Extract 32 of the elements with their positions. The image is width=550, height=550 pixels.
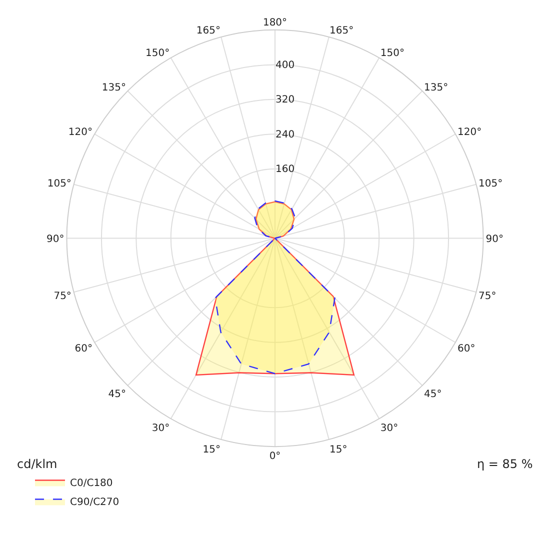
spoke-label: 45° <box>108 388 126 400</box>
spoke-label: 120° <box>68 126 92 138</box>
spoke-label: 90° <box>486 234 504 245</box>
spoke-label: 75° <box>478 290 496 302</box>
spoke-label: 165° <box>330 26 354 37</box>
spoke-label: 135° <box>424 82 448 94</box>
spoke-label: 60° <box>458 344 476 355</box>
spoke-label: 150° <box>146 48 170 59</box>
spoke-label: 90° <box>46 234 64 245</box>
spoke-label: 15° <box>202 444 220 456</box>
spoke-label: 30° <box>152 423 170 434</box>
spoke-label: 60° <box>74 344 92 355</box>
spoke-label: 45° <box>424 388 442 400</box>
spoke-label: 30° <box>380 423 398 434</box>
legend-label: C90/C270 <box>70 497 120 508</box>
spoke-label: 180° <box>262 18 288 28</box>
spoke-label: 75° <box>54 290 72 302</box>
legend-label: C0/C180 <box>70 478 113 490</box>
spoke-label: 120° <box>458 126 482 138</box>
spoke-label: 15° <box>330 444 348 456</box>
spoke-label: 165° <box>196 26 220 37</box>
spoke-label: 105° <box>478 178 503 190</box>
text: cd/klm <box>17 457 58 471</box>
spoke-label: 105° <box>47 178 72 190</box>
y-tick-label: 160 <box>276 164 295 176</box>
y-tick-label: 400 <box>276 60 295 71</box>
text: η = 85 % <box>477 457 533 471</box>
y-tick-label: 320 <box>276 94 295 106</box>
spoke-label: 135° <box>102 82 126 94</box>
spoke-label: 0° <box>269 451 281 462</box>
spoke-label: 150° <box>380 48 404 59</box>
y-tick-label: 240 <box>276 129 295 140</box>
